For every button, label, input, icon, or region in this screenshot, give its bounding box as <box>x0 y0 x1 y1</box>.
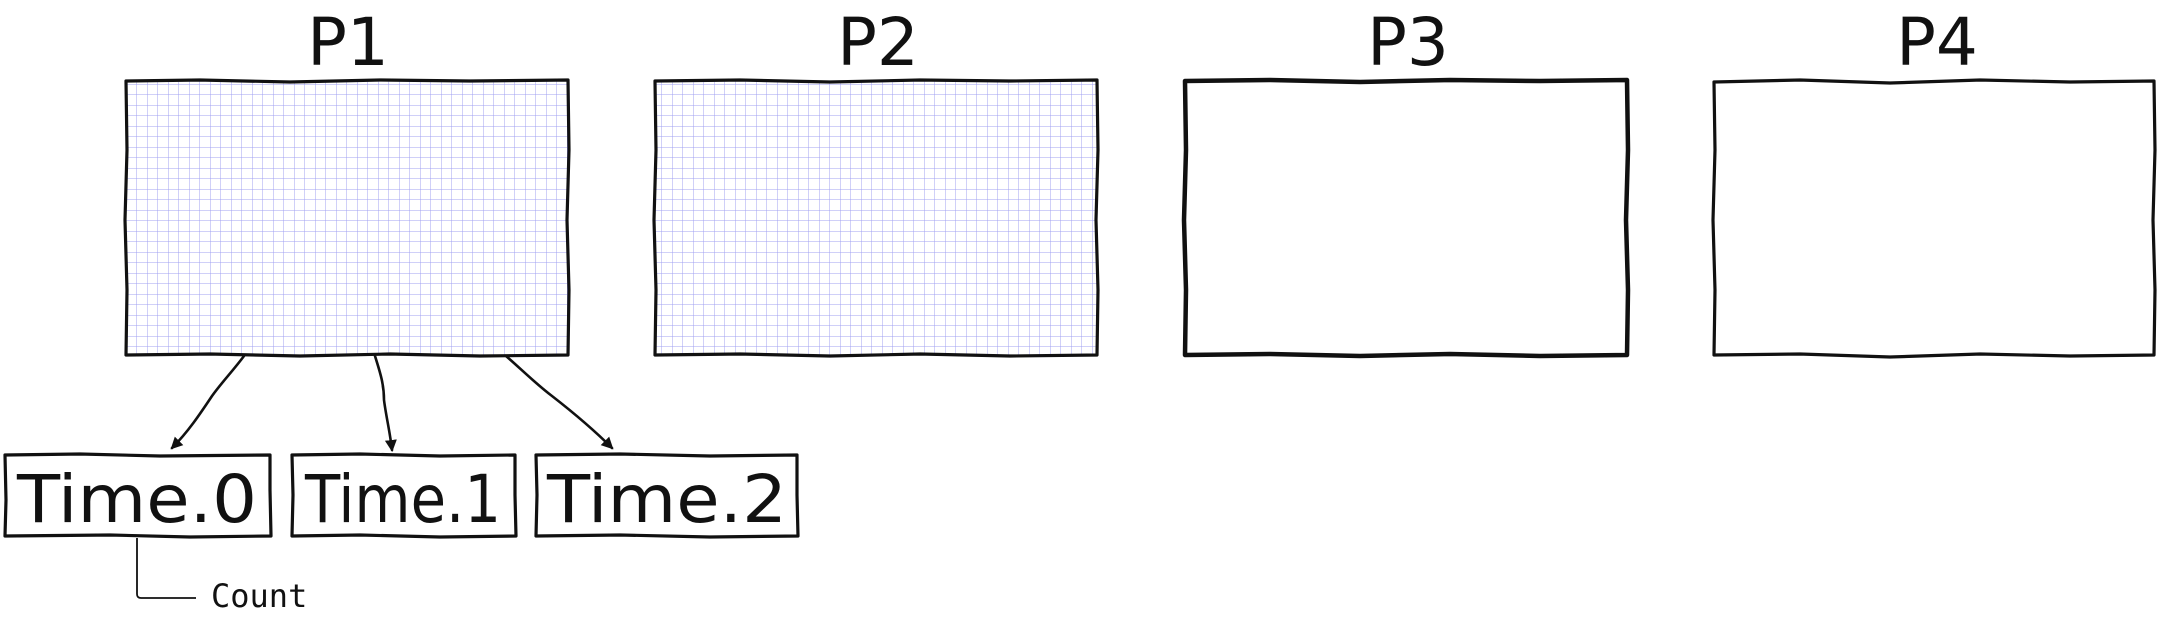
time-box-0-label: Time.0 <box>16 461 257 538</box>
time-box-1-label: Time.1 <box>304 461 501 538</box>
time-box-1-border <box>290 452 518 539</box>
panel-p2-border <box>652 78 1100 358</box>
arrow-p1-to-time-0 <box>170 354 246 450</box>
panel-p4 <box>1711 78 2157 359</box>
arrow-p1-to-time-2 <box>504 354 614 450</box>
panel-p1-border <box>123 78 571 358</box>
panel-label-p4: P4 <box>1896 4 1978 81</box>
panel-p3 <box>1181 77 1631 359</box>
count-annotation: Count <box>211 577 307 615</box>
time-box-2-label: Time.2 <box>546 461 787 538</box>
panel-p3-border <box>1181 77 1631 359</box>
panel-p1-grid-fill <box>126 81 568 355</box>
panel-label-p1: P1 <box>307 4 389 81</box>
panel-label-p2: P2 <box>837 4 919 81</box>
panel-p4-border <box>1711 78 2157 359</box>
panel-p2-grid-fill <box>655 81 1097 355</box>
panel-label-p3: P3 <box>1367 4 1449 81</box>
arrow-p1-to-time-1 <box>373 354 397 452</box>
panel-p2 <box>652 78 1100 358</box>
time-box-0-border <box>3 452 273 539</box>
time-box-1: Time.1 <box>290 452 518 539</box>
count-leader-line <box>136 538 196 599</box>
panel-p1 <box>123 78 571 358</box>
time-box-2: Time.2 <box>534 452 800 539</box>
time-box-0: Time.0 <box>3 452 273 539</box>
time-box-2-border <box>534 452 800 539</box>
